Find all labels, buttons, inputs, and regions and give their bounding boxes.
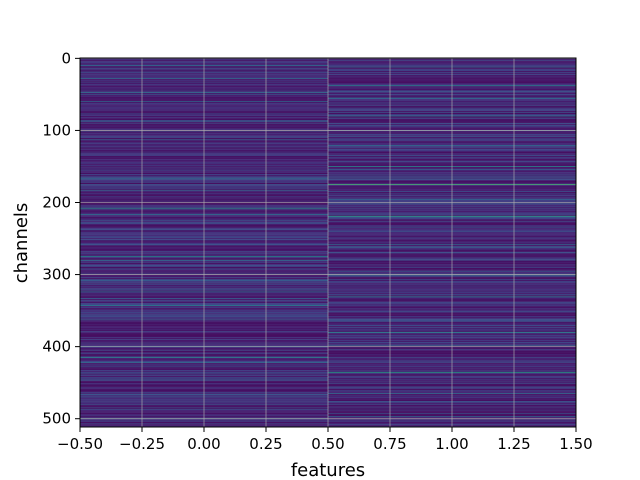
y-axis-label: channels <box>11 203 32 284</box>
x-tick-label: 1.50 <box>559 435 592 453</box>
x-tick-label: 0.00 <box>187 435 220 453</box>
x-tick-label: 0.25 <box>249 435 282 453</box>
y-tick-label: 400 <box>42 338 71 356</box>
x-axis: −0.50 −0.25 0.00 0.25 0.50 0.75 1.00 1.25 1.50 <box>57 427 593 453</box>
x-tick-label: 0.50 <box>311 435 344 453</box>
x-tick-label: 1.00 <box>435 435 468 453</box>
y-tick-label: 500 <box>42 410 71 428</box>
y-tick-label: 300 <box>42 266 71 284</box>
y-tick-label: 0 <box>61 49 71 67</box>
x-tick-label: 0.75 <box>373 435 406 453</box>
x-axis-label: features <box>291 460 365 480</box>
y-axis: 0 100 200 300 400 500 <box>42 49 80 428</box>
y-tick-label: 200 <box>42 194 71 212</box>
y-tick-label: 100 <box>42 121 71 139</box>
x-tick-label: 1.25 <box>497 435 530 453</box>
x-tick-label: −0.25 <box>119 435 165 453</box>
x-tick-label: −0.50 <box>57 435 103 453</box>
